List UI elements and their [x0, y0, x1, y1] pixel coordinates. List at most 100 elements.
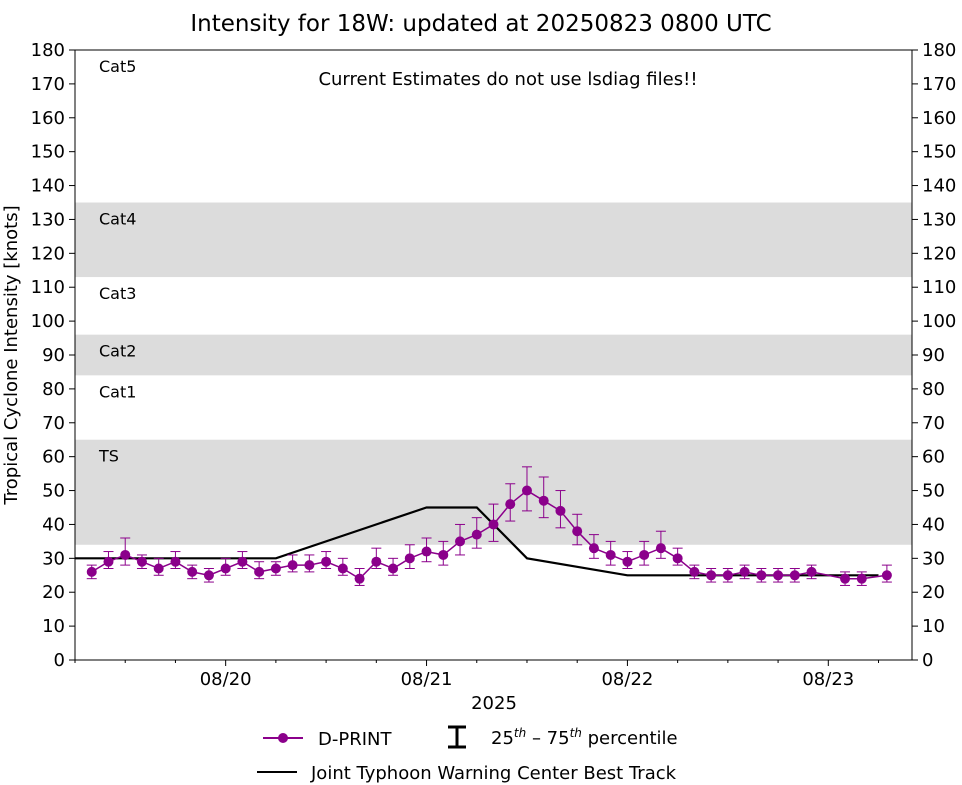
best-track-line: [75, 506, 879, 577]
y-tick-label-left: 180: [31, 40, 65, 61]
y-tick-label-left: 130: [31, 209, 65, 230]
y-tick-label-left: 0: [54, 650, 65, 671]
y-tick-label-left: 60: [42, 447, 65, 468]
band-label-ts: TS: [98, 447, 119, 466]
y-axis-ticks: 0 0 10 10 20 20 30 30 40 40 50 50 60 60 70 70 80 80 90 90 10…: [31, 40, 957, 671]
legend: D-PRINT 25th – 75th percentile Joint Typ…: [257, 725, 678, 784]
dprint-point: [722, 570, 733, 581]
dprint-point: [203, 570, 214, 581]
y-tick-label-left: 120: [31, 243, 65, 264]
x-tick-label: 08/21: [401, 669, 453, 690]
band-cat2: [75, 334, 912, 376]
y-tick-label-left: 80: [42, 379, 65, 400]
y-tick-label-right: 0: [922, 650, 933, 671]
y-tick-label-left: 40: [42, 514, 65, 535]
y-tick-label-right: 60: [922, 447, 945, 468]
x-tick-label: 08/22: [601, 669, 653, 690]
y-tick-label-right: 70: [922, 413, 945, 434]
dprint-point: [103, 556, 114, 567]
band-label-cat3: Cat3: [99, 284, 136, 303]
dprint-point: [689, 566, 700, 577]
category-band-labels: Cat5 Cat4 Cat3 Cat2 Cat1 TS: [98, 57, 136, 466]
y-tick-label-right: 100: [922, 311, 956, 332]
dprint-point: [170, 556, 181, 567]
y-tick-label-left: 110: [31, 277, 65, 298]
y-tick-label-right: 160: [922, 108, 956, 129]
legend-besttrack-label: Joint Typhoon Warning Center Best Track: [310, 763, 677, 784]
dprint-point: [270, 563, 281, 574]
dprint-point: [438, 549, 449, 560]
dprint-point: [254, 566, 265, 577]
dprint-point: [622, 556, 633, 567]
y-tick-label-right: 90: [922, 345, 945, 366]
best-track-series: [75, 506, 879, 577]
dprint-point: [337, 563, 348, 574]
y-tick-label-right: 150: [922, 142, 956, 163]
dprint-point: [86, 566, 97, 577]
category-bands: [75, 202, 912, 545]
y-tick-label-right: 170: [922, 74, 956, 95]
dprint-point: [388, 563, 399, 574]
y-tick-label-left: 50: [42, 481, 65, 502]
dprint-point: [672, 553, 683, 564]
dprint-series: [86, 466, 892, 586]
y-tick-label-right: 120: [922, 243, 956, 264]
legend-percentile-icon: [448, 725, 466, 749]
dprint-point: [521, 485, 532, 496]
dprint-point: [840, 573, 851, 584]
legend-dprint-marker: [278, 733, 288, 743]
dprint-point: [756, 570, 767, 581]
y-tick-label-right: 180: [922, 40, 956, 61]
dprint-point: [404, 553, 415, 564]
y-tick-label-right: 110: [922, 277, 956, 298]
y-tick-label-right: 140: [922, 176, 956, 197]
y-tick-label-right: 80: [922, 379, 945, 400]
dprint-point: [488, 519, 499, 530]
dprint-point: [789, 570, 800, 581]
dprint-point: [220, 563, 231, 574]
band-label-cat5: Cat5: [99, 57, 136, 76]
dprint-point: [739, 566, 750, 577]
legend-dprint-label: D-PRINT: [318, 729, 392, 750]
y-tick-label-right: 30: [922, 548, 945, 569]
y-tick-label-left: 170: [31, 74, 65, 95]
dprint-point: [321, 556, 332, 567]
y-tick-label-left: 150: [31, 142, 65, 163]
band-label-cat1: Cat1: [99, 382, 136, 401]
y-tick-label-left: 160: [31, 108, 65, 129]
y-tick-label-left: 70: [42, 413, 65, 434]
legend-percentile-label: 25th – 75th percentile: [491, 726, 678, 749]
x-tick-label: 08/20: [200, 669, 252, 690]
dprint-point: [354, 573, 365, 584]
dprint-point: [421, 546, 432, 557]
y-tick-label-left: 140: [31, 176, 65, 197]
annotation-text: Current Estimates do not use lsdiag file…: [318, 69, 697, 90]
dprint-point: [605, 549, 616, 560]
dprint-point: [505, 499, 516, 510]
x-axis-label: 2025: [471, 693, 517, 714]
dprint-point: [639, 549, 650, 560]
dprint-point: [371, 556, 382, 567]
dprint-point: [881, 570, 892, 581]
band-label-cat4: Cat4: [99, 210, 136, 229]
y-tick-label-right: 20: [922, 582, 945, 603]
dprint-point: [806, 566, 817, 577]
dprint-point: [655, 543, 666, 554]
y-tick-label-left: 10: [42, 616, 65, 637]
y-tick-label-left: 100: [31, 311, 65, 332]
x-tick-label: 08/23: [802, 669, 854, 690]
y-tick-label-right: 40: [922, 514, 945, 535]
y-tick-label-left: 30: [42, 548, 65, 569]
dprint-point: [572, 526, 583, 537]
dprint-point: [706, 570, 717, 581]
dprint-point: [153, 563, 164, 574]
y-axis-label: Tropical Cyclone Intensity [knots]: [1, 205, 22, 505]
y-tick-label-right: 130: [922, 209, 956, 230]
dprint-point: [237, 556, 248, 567]
x-axis-ticks: 08/20 08/21 08/22 08/23: [74, 660, 880, 690]
dprint-point: [538, 495, 549, 506]
dprint-point: [773, 570, 784, 581]
band-cat4: [75, 202, 912, 278]
y-tick-label-left: 20: [42, 582, 65, 603]
